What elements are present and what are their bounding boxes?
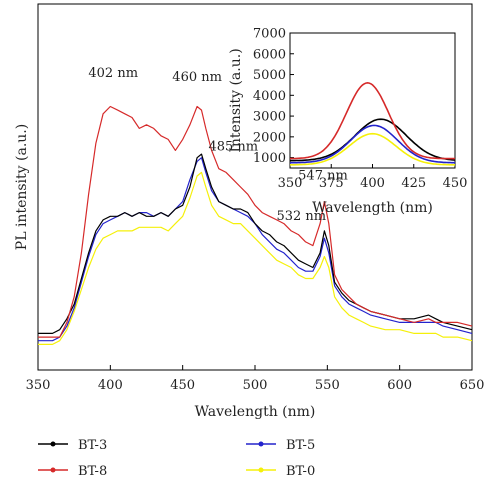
x-axis-label: Wavelength (nm) bbox=[195, 404, 316, 420]
peak-annotation: 460 nm bbox=[172, 70, 222, 85]
x-tick-label: 600 bbox=[387, 378, 412, 393]
inset-curve-bt-5 bbox=[289, 124, 455, 164]
inset-x-tick-label: 425 bbox=[401, 176, 426, 191]
series-line-bt-8 bbox=[38, 105, 473, 338]
series-line-bt-5 bbox=[38, 157, 473, 342]
inset-x-tick-label: 450 bbox=[443, 176, 468, 191]
peak-annotation: 402 nm bbox=[88, 66, 138, 81]
inset-y-tick-label: 1000 bbox=[253, 151, 286, 166]
x-tick-label: 650 bbox=[460, 378, 485, 393]
inset-frame bbox=[289, 32, 456, 169]
peak-annotation: 485 nm bbox=[208, 139, 258, 154]
series-line-bt-0 bbox=[38, 171, 473, 345]
y-axis-label: PL intensity (a.u.) bbox=[14, 124, 30, 250]
x-tick-label: 400 bbox=[98, 378, 123, 393]
inset-plot: 350 375 400 425 450 1000 2000 3000 4000 5000 6000 7… bbox=[228, 27, 467, 217]
inset-curve-bt-3 bbox=[289, 118, 456, 162]
peak-annotation: 532 nm bbox=[276, 209, 326, 224]
inset-x-tick-label: 400 bbox=[360, 176, 385, 191]
inset-y-tick-label: 6000 bbox=[253, 47, 286, 62]
inset-y-tick-label: 5000 bbox=[253, 68, 286, 83]
inset-y-tick-label: 7000 bbox=[253, 27, 286, 42]
main-plot: 350 400 450 500 550 600 650 Wavelength (nm) PL i… bbox=[14, 3, 485, 420]
inset-y-tick-label: 2000 bbox=[253, 130, 286, 145]
legend-swatch-marker bbox=[258, 467, 264, 473]
inset-y-tick-label: 4000 bbox=[253, 89, 286, 104]
peak-annotation: 547 nm bbox=[298, 169, 348, 184]
inset-y-axis-label: Intensity (a.u.) bbox=[228, 48, 244, 152]
legend-swatch-marker bbox=[258, 441, 264, 447]
inset-x-tick-label: 350 bbox=[278, 176, 303, 191]
x-tick-label: 450 bbox=[170, 378, 195, 393]
inset-curve-bt-8 bbox=[289, 81, 455, 160]
legend-label: BT-0 bbox=[286, 464, 315, 479]
legend: BT-3 BT-5 BT-8 BT-0 bbox=[38, 438, 315, 479]
x-tick-label: 350 bbox=[26, 378, 51, 393]
legend-label: BT-3 bbox=[78, 438, 107, 453]
inset-y-tick-label: 3000 bbox=[253, 110, 286, 125]
legend-swatch-marker bbox=[50, 467, 56, 473]
x-tick-label: 500 bbox=[243, 378, 268, 393]
x-tick-label: 550 bbox=[315, 378, 340, 393]
legend-label: BT-5 bbox=[286, 438, 315, 453]
inset-x-tick-label: 375 bbox=[319, 176, 344, 191]
inset-x-axis-label: Wavelength (nm) bbox=[312, 200, 433, 216]
inset-curve-bt-0 bbox=[290, 132, 455, 166]
legend-swatch-marker bbox=[50, 441, 56, 447]
legend-label: BT-8 bbox=[78, 464, 107, 479]
